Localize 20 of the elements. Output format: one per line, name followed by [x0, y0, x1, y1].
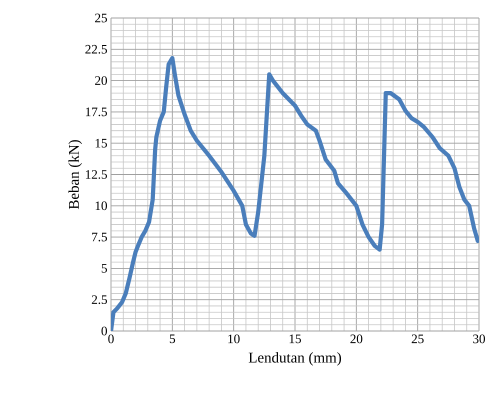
y-tick-label: 25 — [95, 14, 107, 22]
y-tick-label: 12.5 — [86, 170, 107, 179]
y-tick-label: 5 — [102, 264, 107, 273]
x-axis-title: Lendutan (mm) — [248, 352, 342, 366]
y-axis-title: Beban (kN) — [68, 140, 82, 210]
y-tick-label: 10 — [96, 201, 107, 210]
y-tick-label: 22.5 — [85, 44, 107, 54]
x-tick-label: 30 — [473, 334, 485, 344]
y-tick-label: 15 — [96, 138, 107, 148]
y-tick-label: 0 — [102, 326, 107, 336]
y-tick-label: 20 — [95, 76, 107, 85]
x-tick-label: 20 — [350, 334, 362, 344]
x-tick-label: 5 — [170, 334, 176, 344]
y-tick-label: 17.5 — [86, 108, 107, 116]
x-tick-label: 25 — [412, 334, 424, 344]
x-tick-label: 15 — [290, 334, 301, 344]
x-tick-label: 0 — [108, 334, 114, 344]
y-tick-label: 2.5 — [92, 295, 107, 304]
y-tick-label: 7.5 — [92, 232, 107, 242]
x-tick-label: 10 — [228, 334, 240, 344]
